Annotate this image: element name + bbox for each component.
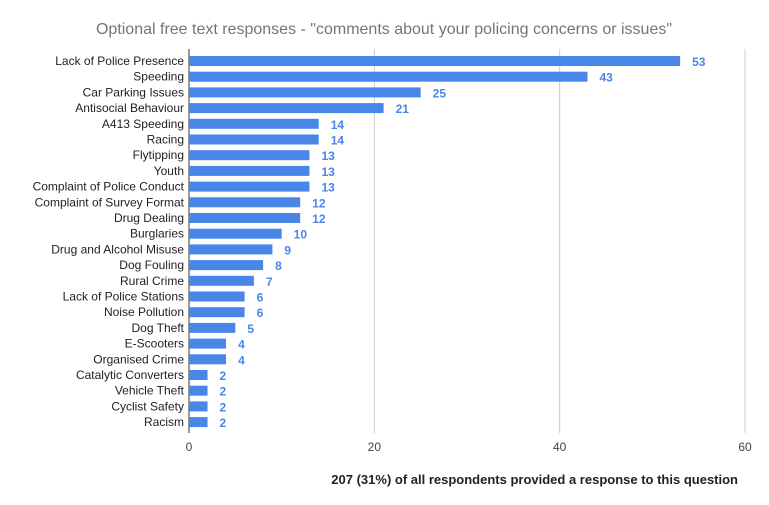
chart-title: Optional free text responses - "comments… bbox=[96, 21, 672, 38]
category-label: A413 Speeding bbox=[102, 117, 184, 131]
bar bbox=[189, 213, 301, 223]
bar bbox=[189, 354, 227, 365]
category-label: Organised Crime bbox=[93, 352, 184, 366]
bar bbox=[189, 385, 208, 396]
data-label: 4 bbox=[238, 353, 245, 367]
category-label: Drug Dealing bbox=[114, 211, 184, 225]
bar bbox=[189, 134, 319, 145]
bar bbox=[189, 87, 421, 98]
category-label: Car Parking Issues bbox=[83, 85, 184, 99]
x-axis-ticks: 0 20 40 60 bbox=[186, 440, 752, 454]
data-label: 13 bbox=[321, 181, 335, 195]
bar bbox=[189, 118, 319, 129]
category-label: Complaint of Police Conduct bbox=[33, 180, 185, 194]
category-label: Racing bbox=[147, 133, 184, 147]
data-label: 10 bbox=[294, 228, 308, 242]
data-label: 2 bbox=[220, 369, 227, 383]
bar bbox=[189, 275, 254, 286]
bar bbox=[189, 417, 208, 428]
data-label: 14 bbox=[331, 118, 345, 132]
category-label: Youth bbox=[154, 164, 184, 178]
data-label: 2 bbox=[220, 400, 227, 414]
bar bbox=[189, 338, 227, 349]
x-tick-label: 20 bbox=[368, 440, 382, 454]
data-label: 53 bbox=[692, 55, 706, 69]
data-label: 13 bbox=[321, 149, 335, 163]
data-label: 4 bbox=[238, 338, 245, 352]
category-label: Vehicle Theft bbox=[115, 384, 185, 398]
bar bbox=[189, 165, 310, 176]
data-label: 8 bbox=[275, 259, 282, 273]
bar bbox=[189, 401, 208, 412]
category-label: Antisocial Behaviour bbox=[75, 101, 184, 115]
data-label: 13 bbox=[321, 165, 335, 179]
bar bbox=[189, 260, 264, 271]
category-label: Dog Theft bbox=[132, 321, 185, 335]
x-tick-label: 0 bbox=[186, 440, 193, 454]
footnote: 207 (31%) of all respondents provided a … bbox=[331, 472, 738, 487]
category-label: Racism bbox=[144, 415, 184, 429]
data-label: 14 bbox=[331, 134, 345, 148]
category-label: Flytipping bbox=[133, 148, 184, 162]
bar bbox=[189, 181, 310, 192]
data-label: 9 bbox=[284, 243, 291, 257]
x-tick-label: 60 bbox=[738, 440, 752, 454]
bar bbox=[189, 71, 588, 82]
data-label: 6 bbox=[257, 291, 264, 305]
bar bbox=[189, 56, 681, 66]
category-label: Noise Pollution bbox=[104, 305, 184, 319]
data-label: 6 bbox=[257, 306, 264, 320]
data-label: 5 bbox=[247, 322, 254, 336]
category-label: Dog Fouling bbox=[119, 258, 184, 272]
category-label: Lack of Police Stations bbox=[63, 290, 184, 304]
category-label: Rural Crime bbox=[120, 274, 184, 288]
category-label: Burglaries bbox=[130, 227, 184, 241]
bar bbox=[189, 228, 282, 239]
bar bbox=[189, 307, 245, 318]
bar bbox=[189, 291, 245, 302]
bar bbox=[189, 370, 208, 380]
bars bbox=[189, 56, 681, 428]
data-label: 25 bbox=[433, 86, 447, 100]
data-label: 7 bbox=[266, 275, 273, 289]
category-label: E-Scooters bbox=[125, 337, 184, 351]
data-label: 2 bbox=[220, 416, 227, 430]
bar bbox=[189, 244, 273, 255]
category-label: Speeding bbox=[133, 70, 184, 84]
category-label: Lack of Police Presence bbox=[55, 54, 184, 68]
data-label: 12 bbox=[312, 212, 326, 226]
category-label: Drug and Alcohol Misuse bbox=[51, 242, 184, 256]
data-label: 43 bbox=[599, 71, 613, 85]
category-label: Complaint of Survey Format bbox=[35, 195, 185, 209]
data-label: 2 bbox=[220, 385, 227, 399]
category-label: Cyclist Safety bbox=[111, 399, 184, 413]
x-tick-label: 40 bbox=[553, 440, 567, 454]
data-label: 21 bbox=[396, 102, 410, 116]
bar bbox=[189, 197, 301, 208]
data-label: 12 bbox=[312, 196, 326, 210]
bar bbox=[189, 322, 236, 333]
bar bbox=[189, 103, 384, 114]
bar bbox=[189, 150, 310, 161]
category-label: Catalytic Converters bbox=[76, 368, 184, 382]
